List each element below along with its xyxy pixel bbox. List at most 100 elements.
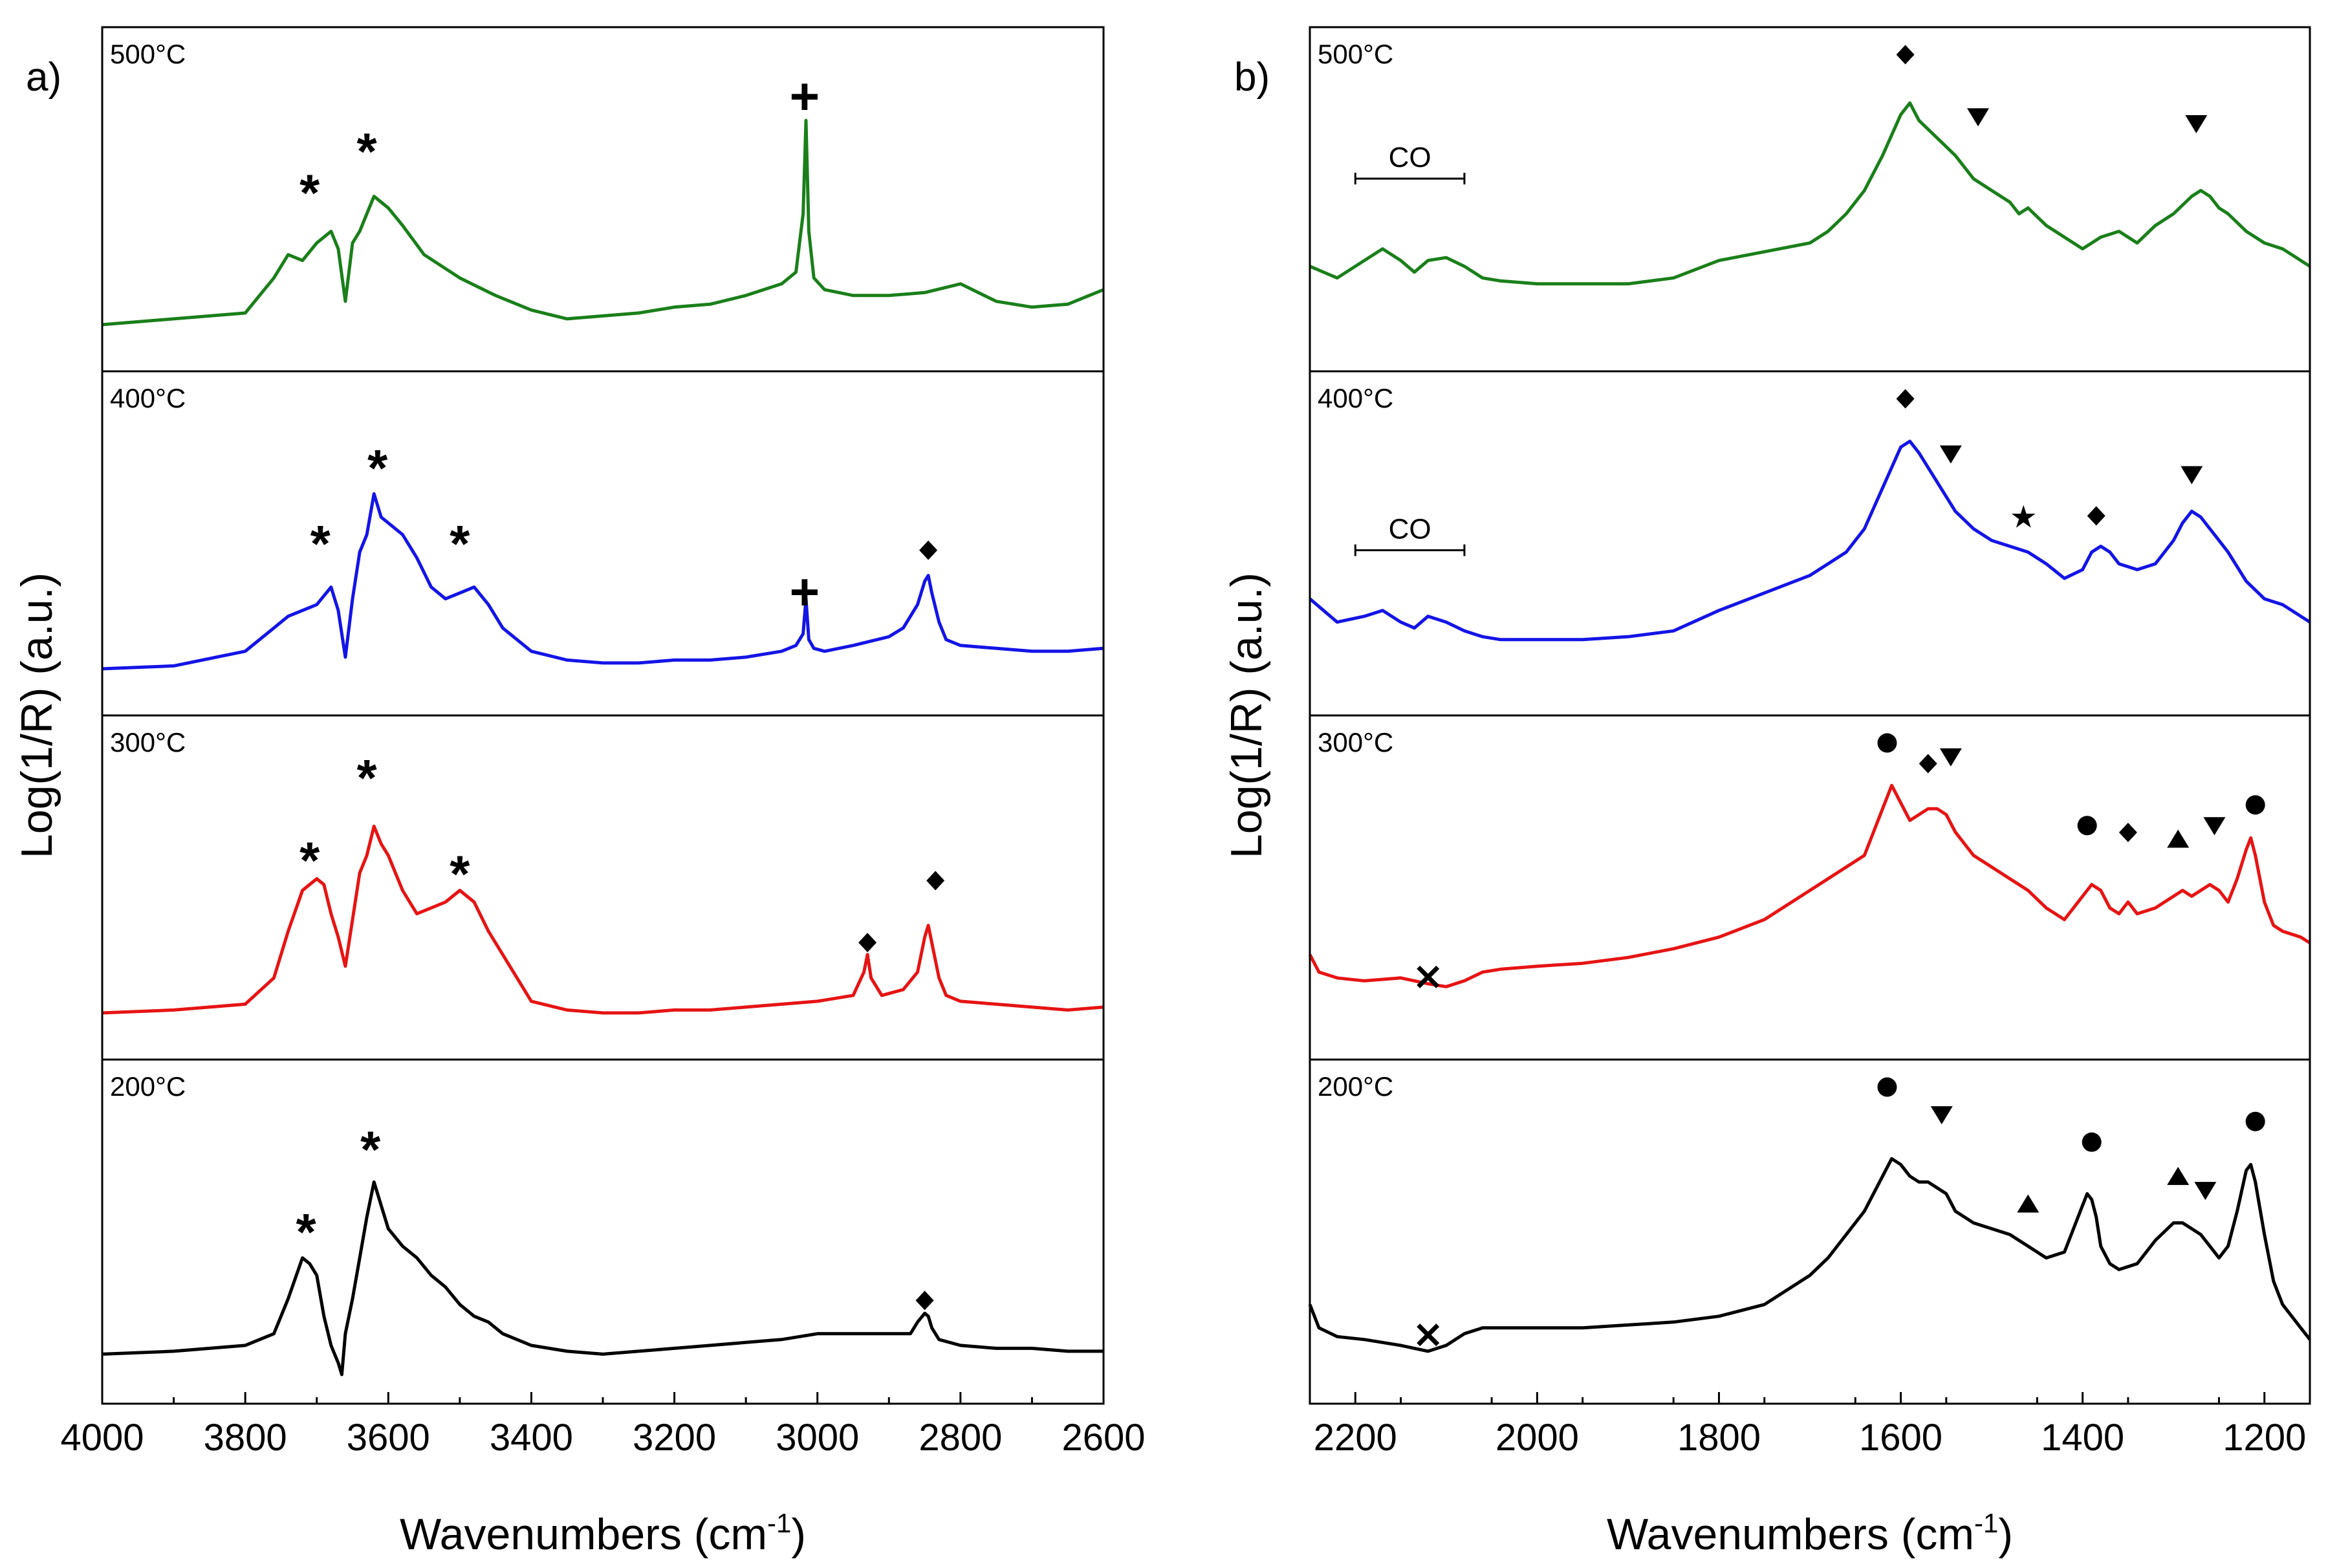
asterisk-marker: * bbox=[450, 515, 470, 572]
x-tick-label: 3400 bbox=[490, 1417, 573, 1459]
subplot-300°C: 300°C bbox=[1308, 714, 2311, 988]
x-tick-label: 2800 bbox=[919, 1417, 1002, 1459]
down-triangle-marker bbox=[2194, 1182, 2217, 1201]
co-range-marker: CO bbox=[1354, 514, 1466, 556]
down-triangle-marker bbox=[2181, 466, 2203, 485]
series-line-400°C bbox=[1309, 439, 2311, 642]
asterisk-marker: * bbox=[357, 749, 378, 807]
circle-marker bbox=[1877, 1077, 1897, 1097]
panel-letter: b) bbox=[1234, 55, 1270, 100]
x-tick-label: 1400 bbox=[2041, 1417, 2124, 1459]
co-label: CO bbox=[1389, 142, 1431, 173]
temperature-label: 400°C bbox=[110, 383, 186, 413]
x-tick-label: 2600 bbox=[1061, 1417, 1145, 1459]
asterisk-marker: * bbox=[360, 1120, 381, 1178]
down-triangle-marker bbox=[1967, 108, 1990, 127]
plot-frame bbox=[1309, 26, 2311, 1405]
subplot-300°C: 300°C * * * bbox=[102, 714, 1104, 1015]
subplot-200°C: 200°C bbox=[1308, 1058, 2311, 1353]
temperature-label: 200°C bbox=[1318, 1071, 1393, 1102]
x-axis-title-sup: -1 bbox=[767, 1508, 791, 1538]
series-line-500°C bbox=[102, 118, 1104, 327]
temperature-label: 500°C bbox=[1318, 39, 1393, 69]
circle-marker bbox=[2245, 1111, 2265, 1131]
asterisk-marker: * bbox=[299, 164, 320, 221]
diamond-marker bbox=[1896, 389, 1915, 409]
down-triangle-marker bbox=[2203, 817, 2226, 836]
panel-0: a) Log(1/R) (a.u.) Wavenumbers (cm-1) 500°C… bbox=[12, 26, 1146, 1559]
circle-marker bbox=[2245, 795, 2265, 815]
series-line-400°C bbox=[102, 492, 1104, 671]
temperature-label: 300°C bbox=[110, 727, 186, 757]
asterisk-marker: * bbox=[310, 515, 331, 572]
up-triangle-marker bbox=[2017, 1194, 2040, 1213]
cross-marker bbox=[1417, 1323, 1440, 1347]
x-tick-label: 1200 bbox=[2223, 1417, 2306, 1459]
diamond-marker bbox=[926, 871, 945, 891]
plus-marker: + bbox=[789, 563, 820, 620]
series-line-200°C bbox=[1308, 1157, 2311, 1353]
x-axis-title-end: ) bbox=[1998, 1510, 2013, 1559]
diamond-marker bbox=[1896, 45, 1915, 65]
star-marker: ★ bbox=[2010, 500, 2038, 534]
subplot-500°C: 500°C * * + bbox=[102, 39, 1104, 327]
down-triangle-marker bbox=[2185, 114, 2208, 133]
diamond-marker bbox=[858, 933, 877, 953]
circle-marker bbox=[2077, 816, 2097, 836]
asterisk-marker: * bbox=[296, 1203, 317, 1261]
temperature-label: 300°C bbox=[1318, 727, 1393, 757]
subplot-400°C: 400°C * * * + bbox=[102, 370, 1104, 671]
series-line-500°C bbox=[1309, 101, 2311, 286]
y-axis-title: Log(1/R) (a.u.) bbox=[1222, 572, 1271, 858]
circle-marker bbox=[1877, 733, 1897, 753]
cross-stroke bbox=[1417, 1323, 1440, 1347]
x-axis-title-main: Wavenumbers (cm bbox=[400, 1510, 767, 1559]
down-triangle-marker bbox=[1930, 1106, 1953, 1125]
cross-marker bbox=[1417, 965, 1440, 988]
asterisk-marker: * bbox=[367, 439, 388, 497]
x-tick-label: 3600 bbox=[347, 1417, 430, 1459]
x-axis-title-end: ) bbox=[791, 1510, 806, 1559]
x-tick-label: 4000 bbox=[60, 1417, 144, 1459]
x-tick-label: 1800 bbox=[1677, 1417, 1761, 1459]
series-line-200°C bbox=[102, 1180, 1104, 1377]
subplot-500°C: 500°C CO bbox=[1309, 39, 2311, 286]
diamond-marker bbox=[1919, 754, 1937, 774]
x-tick-label: 3800 bbox=[204, 1417, 287, 1459]
down-triangle-marker bbox=[1939, 445, 1962, 464]
diamond-marker bbox=[915, 1290, 934, 1311]
cross-stroke bbox=[1417, 965, 1440, 988]
panel-1: b) Log(1/R) (a.u.) Wavenumbers (cm-1) 500°C… bbox=[1222, 26, 2311, 1559]
x-axis-title: Wavenumbers (cm-1) bbox=[1607, 1508, 2013, 1559]
x-axis-title: Wavenumbers (cm-1) bbox=[400, 1508, 806, 1559]
x-tick-label: 2000 bbox=[1496, 1417, 1579, 1459]
down-triangle-marker bbox=[1939, 748, 1962, 767]
asterisk-marker: * bbox=[357, 123, 378, 180]
up-triangle-marker bbox=[2167, 829, 2190, 848]
x-tick-label: 2200 bbox=[1314, 1417, 1397, 1459]
diamond-marker bbox=[2087, 506, 2105, 526]
series-line-300°C bbox=[1308, 783, 2311, 988]
subplot-400°C: 400°C ★ CO bbox=[1309, 370, 2311, 642]
x-tick-label: 3200 bbox=[633, 1417, 716, 1459]
diamond-marker bbox=[2118, 822, 2137, 842]
subplot-200°C: 200°C * * bbox=[102, 1058, 1104, 1377]
x-axis-title-sup: -1 bbox=[1974, 1508, 1998, 1538]
panel-letter: a) bbox=[26, 55, 61, 100]
asterisk-marker: * bbox=[450, 845, 470, 903]
series-line-300°C bbox=[102, 824, 1104, 1015]
asterisk-marker: * bbox=[299, 831, 320, 889]
up-triangle-marker bbox=[2167, 1166, 2190, 1185]
circle-marker bbox=[2082, 1132, 2102, 1152]
y-axis-title: Log(1/R) (a.u.) bbox=[12, 572, 61, 858]
co-label: CO bbox=[1389, 514, 1431, 545]
diamond-marker bbox=[919, 540, 938, 560]
co-range-marker: CO bbox=[1354, 142, 1466, 185]
plus-marker: + bbox=[789, 67, 820, 125]
x-tick-label: 1600 bbox=[1859, 1417, 1942, 1459]
x-axis-title-main: Wavenumbers (cm bbox=[1607, 1510, 1974, 1559]
temperature-label: 500°C bbox=[110, 39, 186, 69]
x-tick-label: 3000 bbox=[776, 1417, 859, 1459]
temperature-label: 200°C bbox=[110, 1071, 186, 1102]
